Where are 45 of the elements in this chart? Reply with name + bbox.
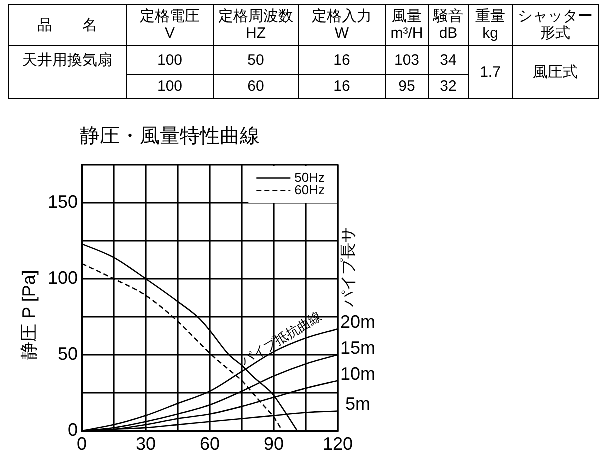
text: m³/H [390,25,424,42]
text: 定格周波数 [218,8,294,25]
text: 32 [439,78,458,95]
y-tick-label: 50 [58,344,78,364]
text: 100 [156,52,184,68]
legend-label: 50Hz [294,170,326,185]
text: HZ [245,25,267,42]
y-tick-label: 0 [68,420,78,440]
text: V [164,25,176,42]
y-tick-label: 100 [48,268,78,288]
text: シャッター [517,8,594,25]
y-tick-label: 150 [48,192,78,212]
text: 20m [340,312,376,332]
text: 風量 [391,8,423,25]
text: 騒音 [432,8,464,25]
text: 重量 [474,8,506,25]
text: 定格電圧 [139,8,201,25]
text: 1.7 [479,64,502,80]
x-tick-label: 90 [264,434,284,454]
text: 10m [340,364,376,384]
text: 天井用換気扇 [22,52,114,69]
text: 100 [156,78,184,95]
y-axis-title: 静圧 P [Pa] [18,270,39,360]
text: 34 [439,52,458,68]
text: 5m [345,394,371,414]
text: 16 [332,78,352,95]
text: 15m [340,338,376,358]
text: 103 [393,52,421,68]
x-tick-label: 30 [136,434,156,454]
text: 50 [246,52,266,68]
x-tick-label: 120 [322,434,354,454]
text: 16 [332,52,352,68]
legend-label: 60Hz [294,182,326,198]
text: パイプ長サ [339,227,358,308]
text: 定格入力 [311,8,373,25]
text: dB [438,25,459,42]
x-tick-label: 60 [200,434,220,454]
text: 形式 [540,25,572,42]
text: 品 名 [36,16,98,34]
text: 60 [246,78,266,95]
text: W [334,25,350,42]
text: 風圧式 [532,64,579,80]
text: 95 [398,78,416,95]
text: kg [482,25,500,42]
chart-title: 静圧・風量特性曲線 [80,126,260,148]
